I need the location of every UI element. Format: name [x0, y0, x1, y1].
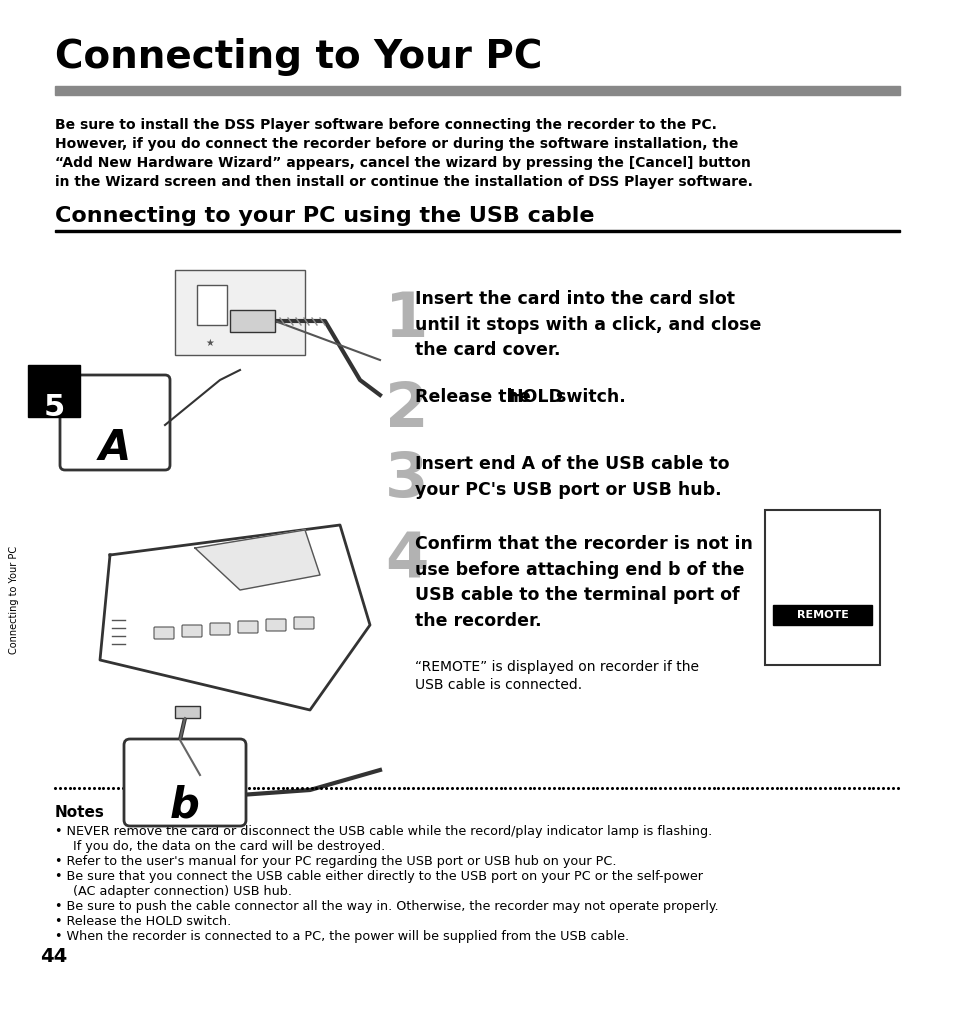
- Text: Connecting to Your PC: Connecting to Your PC: [55, 38, 542, 76]
- Text: REMOTE: REMOTE: [796, 610, 847, 620]
- Text: 5: 5: [43, 393, 65, 422]
- Bar: [55, 230, 899, 232]
- Text: 44: 44: [40, 947, 67, 966]
- Text: ★: ★: [206, 338, 214, 348]
- Text: (AC adapter connection) USB hub.: (AC adapter connection) USB hub.: [65, 884, 292, 898]
- Text: 4: 4: [385, 530, 428, 590]
- Text: • When the recorder is connected to a PC, the power will be supplied from the US: • When the recorder is connected to a PC…: [55, 930, 628, 943]
- Bar: [196, 285, 227, 325]
- FancyBboxPatch shape: [60, 375, 170, 470]
- Text: “REMOTE” is displayed on recorder if the
USB cable is connected.: “REMOTE” is displayed on recorder if the…: [415, 660, 699, 692]
- Text: • Be sure to push the cable connector all the way in. Otherwise, the recorder ma: • Be sure to push the cable connector al…: [55, 900, 718, 913]
- Text: 1: 1: [385, 290, 428, 350]
- Polygon shape: [194, 530, 319, 590]
- Text: Confirm that the recorder is not in
use before attaching end b of the
USB cable : Confirm that the recorder is not in use …: [415, 535, 752, 630]
- Text: HOLD: HOLD: [507, 388, 562, 406]
- Bar: [55, 86, 899, 95]
- Text: Insert end A of the USB cable to
your PC's USB port or USB hub.: Insert end A of the USB cable to your PC…: [415, 455, 729, 498]
- Text: 3: 3: [385, 450, 428, 510]
- Text: in the Wizard screen and then install or continue the installation of DSS Player: in the Wizard screen and then install or…: [55, 175, 752, 189]
- Text: However, if you do connect the recorder before or during the software installati: However, if you do connect the recorder …: [55, 137, 738, 151]
- Text: Connecting to Your PC: Connecting to Your PC: [9, 546, 19, 654]
- FancyBboxPatch shape: [237, 621, 257, 633]
- FancyBboxPatch shape: [210, 623, 230, 635]
- FancyBboxPatch shape: [153, 627, 173, 639]
- Polygon shape: [100, 525, 370, 710]
- Bar: [174, 706, 200, 718]
- Text: If you do, the data on the card will be destroyed.: If you do, the data on the card will be …: [65, 840, 385, 853]
- Text: • Release the HOLD switch.: • Release the HOLD switch.: [55, 915, 231, 928]
- Text: Insert the card into the card slot
until it stops with a click, and close
the ca: Insert the card into the card slot until…: [415, 290, 760, 360]
- FancyBboxPatch shape: [182, 625, 202, 637]
- FancyBboxPatch shape: [124, 739, 246, 826]
- Bar: [174, 270, 305, 355]
- Text: • NEVER remove the card or disconnect the USB cable while the record/play indica: • NEVER remove the card or disconnect th…: [55, 825, 712, 838]
- Text: • Refer to the user's manual for your PC regarding the USB port or USB hub on yo: • Refer to the user's manual for your PC…: [55, 855, 616, 868]
- Bar: [764, 510, 879, 665]
- Text: switch.: switch.: [550, 388, 625, 406]
- Text: b: b: [170, 785, 200, 827]
- Text: “Add New Hardware Wizard” appears, cancel the wizard by pressing the [Cancel] bu: “Add New Hardware Wizard” appears, cance…: [55, 156, 750, 170]
- Text: Be sure to install the DSS Player software before connecting the recorder to the: Be sure to install the DSS Player softwa…: [55, 118, 716, 132]
- Text: • Be sure that you connect the USB cable either directly to the USB port on your: • Be sure that you connect the USB cable…: [55, 870, 702, 883]
- Bar: [28, 365, 80, 417]
- Bar: [230, 310, 274, 332]
- FancyBboxPatch shape: [294, 616, 314, 629]
- FancyBboxPatch shape: [266, 619, 286, 631]
- Text: 2: 2: [385, 380, 428, 440]
- Text: A: A: [99, 427, 131, 469]
- Bar: [772, 605, 871, 625]
- Text: Release the: Release the: [415, 388, 537, 406]
- Text: Connecting to your PC using the USB cable: Connecting to your PC using the USB cabl…: [55, 206, 594, 226]
- Text: Notes: Notes: [55, 805, 105, 820]
